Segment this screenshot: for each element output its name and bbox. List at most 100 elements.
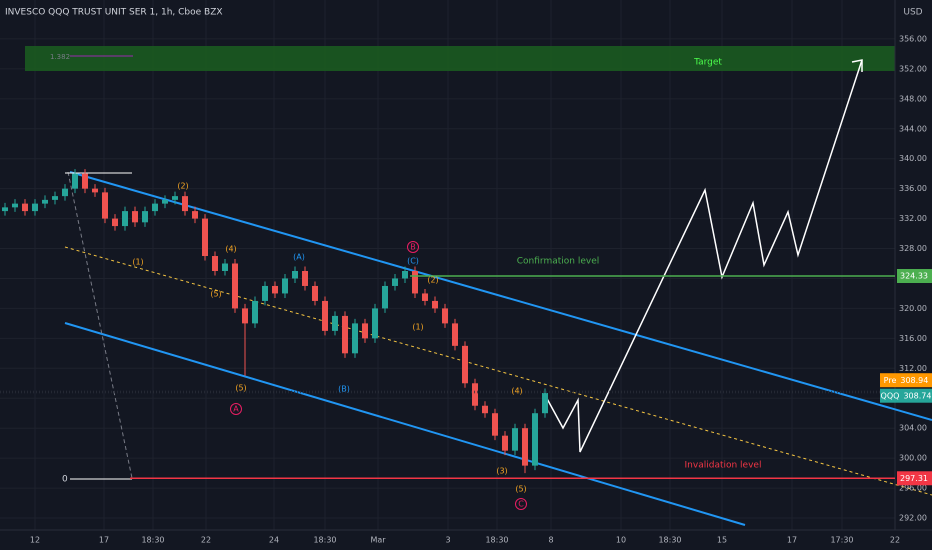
- y-tick-label: 300.00: [899, 454, 927, 463]
- candle-body: [62, 188, 68, 197]
- wave-label: (4): [225, 245, 236, 254]
- x-tick-label: 17: [787, 536, 797, 545]
- candle-body: [162, 199, 168, 204]
- wave-label: (C): [407, 257, 419, 266]
- candle-body: [452, 323, 458, 346]
- price-tag-text: Pre 308.94: [884, 376, 929, 385]
- y-tick-label: 320.00: [899, 304, 927, 313]
- chart-title: INVESCO QQQ TRUST UNIT SER 1, 1h, Cboe B…: [5, 8, 223, 18]
- wave-label: (1): [132, 258, 143, 267]
- y-tick-label: 344.00: [899, 124, 927, 133]
- candle-body: [2, 207, 8, 212]
- price-tag-text: QQQ 308.74: [881, 391, 932, 400]
- candle-body: [202, 218, 208, 257]
- level-tag-value: 297.31: [900, 474, 928, 483]
- candle-body: [152, 203, 158, 212]
- candle-body: [32, 203, 38, 212]
- candle-body: [472, 383, 478, 406]
- y-tick-label: 296.00: [899, 484, 927, 493]
- candle-body: [22, 203, 28, 212]
- candle-body: [292, 270, 298, 279]
- wave-label: (3): [496, 467, 507, 476]
- x-tick-label: 10: [616, 536, 626, 545]
- candle-body: [542, 393, 548, 414]
- candle-body: [462, 345, 468, 384]
- projection-arrowhead: [851, 59, 863, 72]
- x-tick-label: Mar: [370, 536, 386, 545]
- fib-label: 1.382: [50, 53, 70, 61]
- candle-body: [492, 413, 498, 436]
- wave-label: (A): [293, 253, 305, 262]
- candle-body: [432, 300, 438, 309]
- price-tag: [880, 373, 932, 388]
- level-label: Invalidation level: [685, 461, 762, 471]
- wave-circle: [407, 241, 419, 253]
- candle-body: [522, 428, 528, 466]
- level-label: Confirmation level: [517, 257, 600, 267]
- candle-body: [372, 308, 378, 339]
- candle-body: [342, 315, 348, 354]
- x-tick-label: 22: [201, 536, 211, 545]
- candle-body: [302, 270, 308, 286]
- candle-body: [382, 285, 388, 309]
- price-tag-value: 308.74: [903, 391, 931, 400]
- candle-body: [352, 323, 358, 354]
- price-tag-value: 308.94: [900, 376, 928, 385]
- wave-label: (B): [338, 385, 350, 394]
- x-tick-label: 18:30: [485, 536, 508, 545]
- y-tick-label: 312.00: [899, 364, 927, 373]
- wave-label: (2): [427, 276, 438, 285]
- wave-label: (2): [177, 182, 188, 191]
- candle-body: [402, 270, 408, 279]
- level-tag-value: 324.33: [900, 272, 928, 281]
- wave-circle: [515, 498, 527, 510]
- candle-body: [482, 405, 488, 414]
- x-tick-label: 12: [30, 536, 40, 545]
- y-tick-label: 316.00: [899, 334, 927, 343]
- candle-body: [412, 270, 418, 294]
- y-tick-label: 332.00: [899, 214, 927, 223]
- wave-label: C: [518, 500, 524, 509]
- x-tick-label: 18:30: [313, 536, 336, 545]
- y-tick-label: 304.00: [899, 424, 927, 433]
- channel-lower: [64, 322, 746, 526]
- candle-body: [172, 196, 178, 200]
- y-tick-label: 348.00: [899, 94, 927, 103]
- candle-body: [242, 308, 248, 324]
- y-tick-label: 328.00: [899, 244, 927, 253]
- target-label: Target: [693, 58, 722, 68]
- candle-body: [12, 203, 18, 208]
- candle-body: [512, 428, 518, 451]
- candle-body: [532, 413, 538, 466]
- x-tick-label: 24: [269, 536, 279, 545]
- price-tag: [880, 388, 932, 403]
- x-tick-label: 15: [717, 536, 727, 545]
- candle-body: [322, 300, 328, 331]
- x-tick-label: 17: [99, 536, 109, 545]
- candle-body: [182, 196, 188, 212]
- y-tick-label: 336.00: [899, 184, 927, 193]
- candle-body: [442, 308, 448, 324]
- candle-body: [122, 211, 128, 227]
- y-tick-label: 340.00: [899, 154, 927, 163]
- candle-body: [192, 211, 198, 219]
- x-tick-label: 3: [445, 536, 450, 545]
- y-tick-label: 292.00: [899, 514, 927, 523]
- candle-body: [272, 285, 278, 294]
- wave-label: (1): [412, 323, 423, 332]
- candle-body: [232, 263, 238, 309]
- target-zone: [25, 46, 895, 71]
- candle-body: [392, 278, 398, 286]
- level-tag: [897, 269, 932, 284]
- channel-middle: [64, 246, 932, 496]
- candle-body: [82, 173, 88, 189]
- candle-body: [282, 278, 288, 294]
- fib-diagonal: [67, 171, 133, 479]
- wave-label: (5): [210, 290, 221, 299]
- candle-body: [222, 263, 228, 271]
- x-tick-label: 22: [890, 536, 900, 545]
- x-tick-label: 18:30: [141, 536, 164, 545]
- level-tag: [897, 471, 932, 486]
- candle-body: [132, 211, 138, 223]
